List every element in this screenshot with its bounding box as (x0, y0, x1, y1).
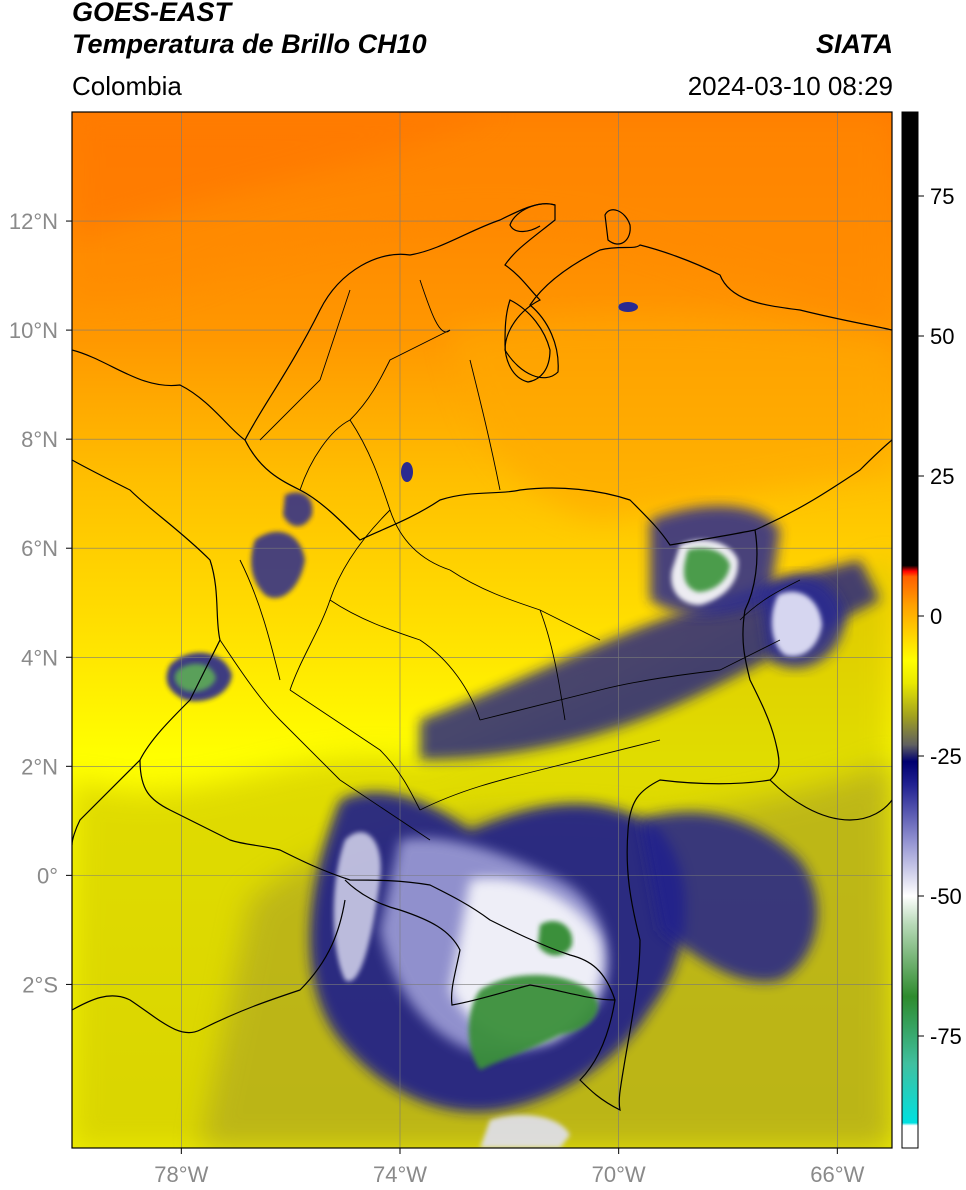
product-title: Temperatura de Brillo CH10 (72, 29, 427, 59)
y-tick-label: 12°N (9, 209, 58, 234)
colorbar-frame (901, 111, 919, 1149)
ecuador-peru (344, 879, 616, 1006)
colorbar-tick-label: 25 (930, 464, 954, 489)
maracaibo-lake (504, 299, 551, 383)
pacific-coast (72, 459, 221, 846)
y-tick-label: 10°N (9, 318, 58, 343)
brazil-line (769, 779, 892, 821)
colorbar-tick-label: 0 (930, 604, 942, 629)
venezuela-brazil (754, 439, 892, 531)
colorbar-ticks: 75 50 25 0 -25 -50 -75 (918, 184, 962, 1049)
x-tick-label: 70°W (592, 1162, 646, 1187)
timestamp-label: 2024-03-10 08:29 (687, 71, 893, 101)
satellite-imagery (72, 112, 892, 1148)
x-tick-label: 66°W (810, 1162, 864, 1187)
y-tick-label: 8°N (21, 427, 58, 452)
colorbar-tick-label: -25 (930, 744, 962, 769)
colorbar-tick-label: -50 (930, 884, 962, 909)
longitude-ticks: 78°W 74°W 70°W 66°W (154, 1148, 865, 1187)
satellite-title: GOES-EAST (72, 0, 232, 27)
colorbar: 75 50 25 0 -25 -50 -75 (901, 111, 962, 1149)
y-tick-label: 2°S (22, 972, 58, 997)
colorbar-tick-label: 75 (930, 184, 954, 209)
agency-label: SIATA (816, 29, 893, 59)
map-frame (71, 111, 893, 1149)
x-tick-label: 78°W (154, 1162, 208, 1187)
colorbar-tick-label: 50 (930, 324, 954, 349)
coastline (72, 203, 892, 441)
peru-coast (72, 899, 346, 1034)
latitude-ticks: 12°N 10°N 8°N 6°N 4°N 2°N 0° 2°S (9, 209, 72, 997)
colombia-border (139, 439, 780, 1112)
x-tick-label: 74°W (373, 1162, 427, 1187)
gridlines (72, 112, 892, 1148)
dept-lines (219, 279, 721, 841)
orinoco (719, 579, 801, 671)
region-label: Colombia (72, 71, 182, 101)
paraguana (604, 209, 631, 245)
y-tick-label: 4°N (21, 645, 58, 670)
y-tick-label: 6°N (21, 536, 58, 561)
colorbar-ramp (902, 112, 918, 1148)
la-guajira (509, 203, 556, 233)
coastlines-borders (72, 203, 892, 1112)
colorbar-tick-label: -75 (930, 1024, 962, 1049)
y-tick-label: 2°N (21, 754, 58, 779)
y-tick-label: 0° (37, 863, 58, 888)
